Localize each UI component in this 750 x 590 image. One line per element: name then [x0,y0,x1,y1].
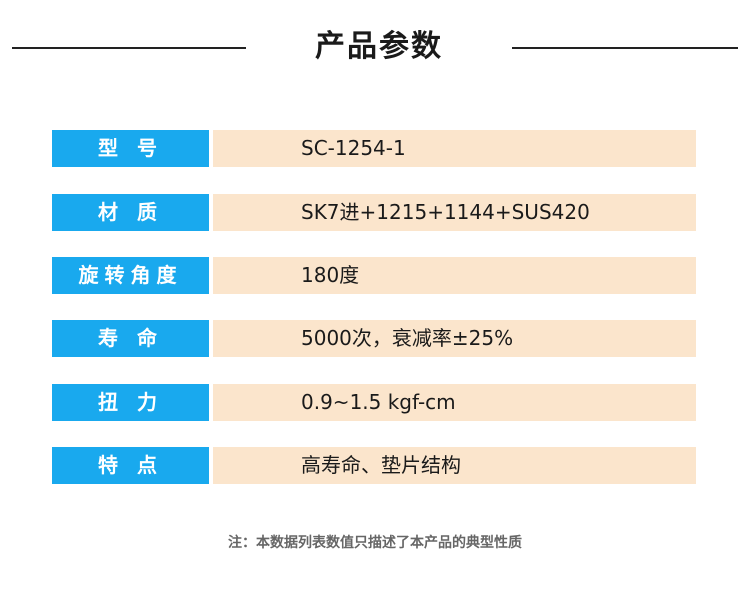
param-label: 寿 命 [52,320,209,357]
param-row-model: 型 号 SC-1254-1 [52,130,696,167]
param-value: 180度 [213,257,696,294]
param-value: 0.9~1.5 kgf-cm [213,384,696,421]
param-value: 5000次，衰减率±25% [213,320,696,357]
param-row-torque: 扭 力 0.9~1.5 kgf-cm [52,384,696,421]
param-label: 旋转角度 [52,257,209,294]
param-label: 扭 力 [52,384,209,421]
footnote: 注：本数据列表数值只描述了本产品的典型性质 [228,535,522,551]
param-row-material: 材 质 SK7进+1215+1144+SUS420 [52,194,696,231]
param-row-features: 特 点 高寿命、垫片结构 [52,447,696,484]
param-label: 特 点 [52,447,209,484]
param-label: 型 号 [52,130,209,167]
param-value: SK7进+1215+1144+SUS420 [213,194,696,231]
page-title: 产品参数 [315,29,443,64]
header: 产品参数 [0,24,750,70]
param-row-rotation-angle: 旋转角度 180度 [52,257,696,294]
divider-right [512,47,738,49]
param-row-lifespan: 寿 命 5000次，衰减率±25% [52,320,696,357]
param-label: 材 质 [52,194,209,231]
divider-left [12,47,246,49]
param-value: 高寿命、垫片结构 [213,447,696,484]
param-value: SC-1254-1 [213,130,696,167]
